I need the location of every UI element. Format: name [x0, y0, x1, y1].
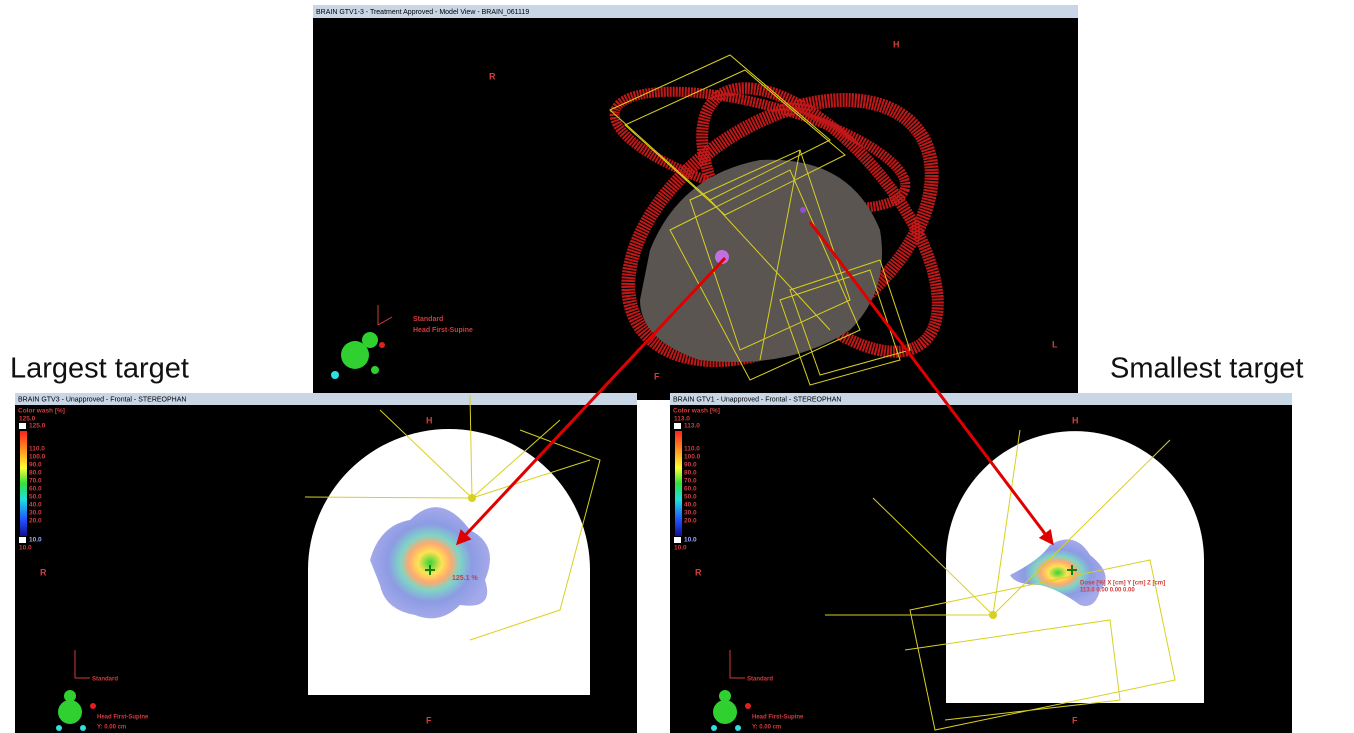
color-wash-max: 113.0 [674, 416, 690, 423]
color-wash-tick: 30.0 [29, 510, 42, 517]
isocenter [989, 611, 997, 619]
label-smallest: Smallest target [1110, 353, 1303, 385]
color-wash-tick: 100.0 [684, 454, 701, 461]
color-wash-tick: 100.0 [29, 454, 46, 461]
color-wash-max: 125.0 [19, 416, 36, 423]
color-wash-title: Color wash [%] [18, 408, 65, 415]
min-box [674, 537, 681, 543]
window-title: BRAIN GTV1-3 - Treatment Approved - Mode… [316, 9, 529, 16]
orient-left: L [1052, 339, 1058, 349]
color-wash-max-box: 125.0 [29, 423, 46, 430]
color-wash-tick: 50.0 [29, 494, 42, 501]
color-wash-tick: 20.0 [29, 518, 42, 525]
color-wash-min: 10.0 [19, 545, 32, 552]
color-wash-tick: 30.0 [684, 510, 697, 517]
color-bar [675, 431, 682, 536]
isocenter [800, 207, 806, 213]
orientation-figure [735, 725, 741, 731]
color-wash-tick: 40.0 [684, 502, 697, 509]
isocenter [715, 250, 729, 264]
orientation-figure [719, 690, 731, 702]
color-wash-tick: 40.0 [29, 502, 42, 509]
title-bar [670, 393, 1292, 405]
label-largest: Largest target [10, 353, 189, 385]
color-wash-tick: 110.0 [29, 446, 45, 453]
orientation-figure [64, 690, 76, 702]
color-wash-tick: 60.0 [29, 486, 42, 493]
arrow [455, 256, 727, 546]
tooltip-header: Dose [%] X [cm] Y [cm] Z [cm] [1080, 581, 1165, 587]
color-wash-tick: 90.0 [29, 462, 42, 469]
min-box [19, 537, 26, 543]
view-name: Standard [92, 677, 118, 683]
color-wash-tick: 80.0 [29, 470, 42, 477]
color-wash-min-box: 10.0 [29, 537, 42, 544]
axes-icon [729, 650, 745, 679]
patient-position: Head First-Supine [413, 327, 473, 334]
color-wash-title: Color wash [%] [673, 408, 720, 415]
beam-boxes [609, 54, 911, 386]
orient-head: H [1072, 415, 1079, 425]
target-cross [425, 565, 435, 575]
color-wash-tick: 50.0 [684, 494, 697, 501]
patient-position: Head First-Supine [97, 715, 149, 721]
orientation-figure [745, 703, 751, 709]
patient-position: Head First-Supine [752, 715, 804, 721]
axes-icon [74, 650, 90, 679]
orientation-figure [58, 700, 82, 724]
slice-position: Y: 0.00 cm [97, 725, 126, 731]
right-view: BRAIN GTV1 - Unapproved - Frontal - STER… [670, 393, 1292, 733]
color-wash-max-box: 113.0 [684, 423, 700, 430]
color-wash-tick: 20.0 [684, 518, 697, 525]
orientation-figure [56, 725, 62, 731]
window-title: BRAIN GTV1 - Unapproved - Frontal - STER… [673, 396, 841, 403]
color-wash-tick: 90.0 [684, 462, 697, 469]
orient-right: R [489, 71, 496, 81]
arc-ring [621, 92, 939, 368]
isocenter [468, 494, 476, 502]
slice-position: Y: 0.00 cm [752, 725, 781, 731]
view-name: Standard [413, 316, 443, 323]
axes-icon [377, 305, 393, 326]
orient-head: H [426, 415, 433, 425]
orientation-figure [80, 725, 86, 731]
color-wash-tick: 80.0 [684, 470, 697, 477]
orient-feet: F [1072, 715, 1078, 725]
orient-right: R [40, 567, 47, 577]
arrow [808, 221, 1054, 546]
orient-head: H [893, 39, 900, 49]
color-wash-min-box: 10.0 [684, 537, 697, 544]
top-view: BRAIN GTV1-3 - Treatment Approved - Mode… [313, 5, 1078, 400]
window-title: BRAIN GTV3 - Unapproved - Frontal - STER… [18, 396, 186, 403]
orient-right: R [695, 567, 702, 577]
color-bar [20, 431, 27, 536]
orientation-figure [331, 332, 385, 379]
orient-feet: F [426, 715, 432, 725]
orientation-figure [713, 700, 737, 724]
title-bar [15, 393, 637, 405]
max-box [19, 423, 26, 429]
color-wash-tick: 60.0 [684, 486, 697, 493]
view-name: Standard [747, 677, 773, 683]
tooltip-values: 113.0 0.00 0.00 0.00 [1080, 588, 1135, 594]
target-cross [1067, 565, 1077, 575]
left-view: BRAIN GTV3 - Unapproved - Frontal - STER… [15, 393, 637, 733]
arc-ring [609, 86, 911, 214]
dose-wash [1010, 539, 1106, 606]
color-wash-tick: 110.0 [684, 446, 700, 453]
title-bar [313, 5, 1078, 18]
max-box [674, 423, 681, 429]
color-wash-tick: 70.0 [29, 478, 42, 485]
head-surface [640, 159, 882, 362]
orientation-figure [711, 725, 717, 731]
orientation-figure [90, 703, 96, 709]
orient-feet: F [654, 371, 660, 381]
color-wash-min: 10.0 [674, 545, 687, 552]
color-wash-tick: 70.0 [684, 478, 697, 485]
dose-label: 125.1 % [452, 575, 478, 582]
